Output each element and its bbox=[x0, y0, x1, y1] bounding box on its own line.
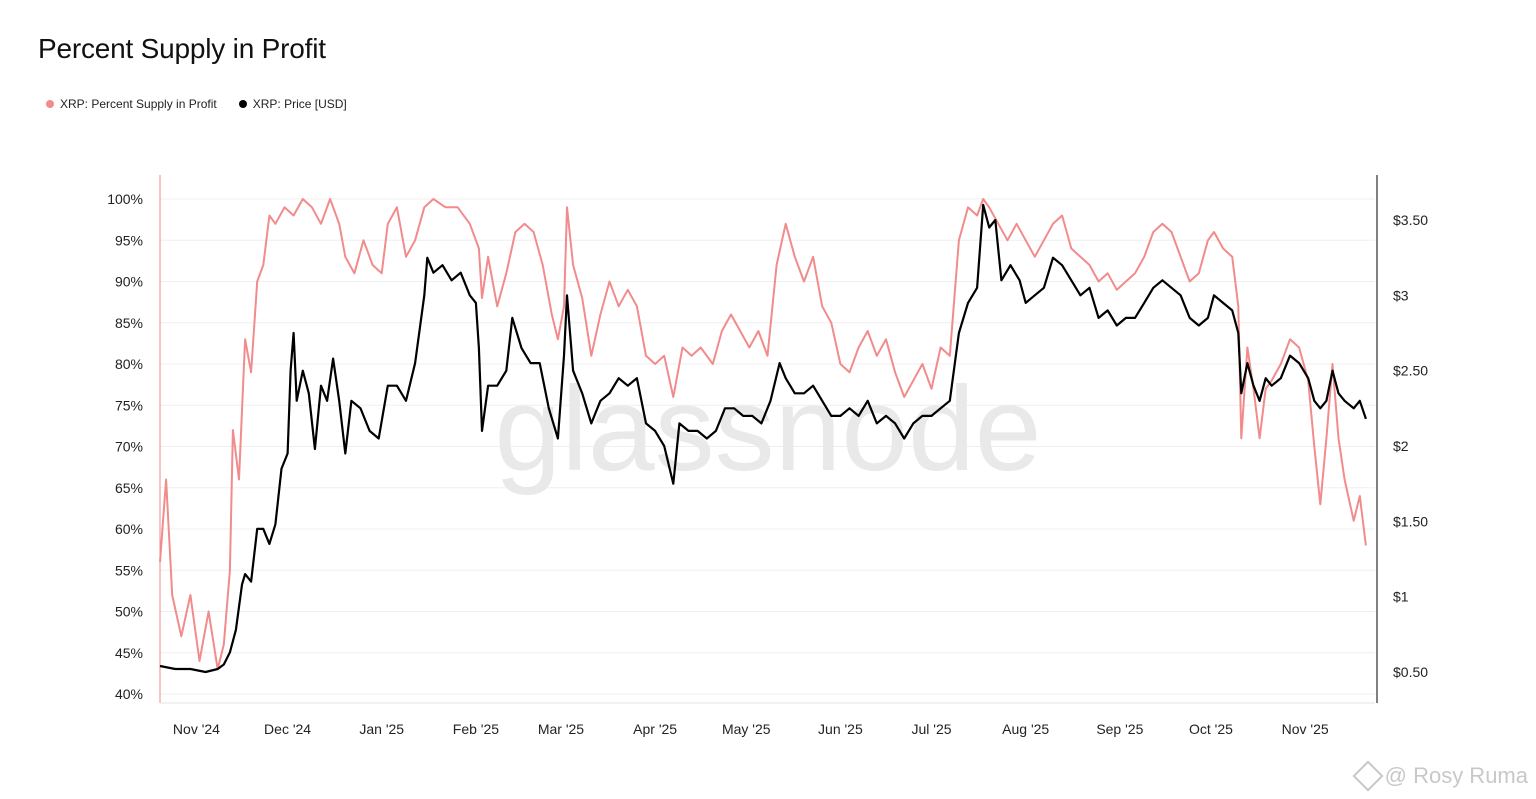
legend-label-supply: XRP: Percent Supply in Profit bbox=[60, 97, 217, 111]
legend-dot-price bbox=[238, 100, 247, 108]
y-left-tick-label: 50% bbox=[115, 604, 143, 620]
y-right-tick-label: $0.50 bbox=[1393, 664, 1428, 680]
y-left-tick-label: 65% bbox=[115, 480, 143, 496]
x-tick-label: Feb '25 bbox=[453, 721, 499, 737]
series-line-price bbox=[159, 203, 1367, 674]
x-tick-label: Nov '24 bbox=[173, 721, 220, 737]
binance-logo-icon bbox=[1352, 760, 1384, 792]
y-left-tick-label: 90% bbox=[115, 274, 143, 290]
x-tick-label: Dec '24 bbox=[264, 721, 311, 737]
y-right-tick-label: $2.50 bbox=[1393, 363, 1428, 379]
axes bbox=[159, 175, 1378, 704]
x-tick-label: May '25 bbox=[722, 721, 771, 737]
legend-label-price: XRP: Price [USD] bbox=[252, 97, 347, 111]
x-tick-label: Aug '25 bbox=[1002, 721, 1049, 737]
y-right-tick-label: $1 bbox=[1393, 589, 1409, 605]
y-left-tick-label: 70% bbox=[115, 439, 143, 455]
watermark: glassnode bbox=[494, 362, 1041, 496]
legend: XRP: Percent Supply in Profit XRP: Price… bbox=[46, 97, 347, 111]
y-right-tick-label: $2 bbox=[1393, 438, 1409, 454]
legend-item-supply[interactable]: XRP: Percent Supply in Profit bbox=[46, 97, 217, 111]
x-tick-label: Mar '25 bbox=[538, 721, 584, 737]
y-left-tick-label: 85% bbox=[115, 315, 143, 331]
x-tick-label: Jun '25 bbox=[818, 721, 863, 737]
legend-dot-supply bbox=[46, 100, 54, 108]
series-layer bbox=[159, 198, 1367, 674]
credit-text: @ Rosy Ruma bbox=[1384, 763, 1528, 788]
y-left-tick-label: 80% bbox=[115, 356, 143, 372]
series-line-supply-in-profit bbox=[159, 198, 1367, 671]
x-tick-label: Oct '25 bbox=[1189, 721, 1233, 737]
y-left-tick-label: 60% bbox=[115, 521, 143, 537]
y-right-tick-label: $1.50 bbox=[1393, 513, 1428, 529]
chart-title: Percent Supply in Profit bbox=[38, 33, 326, 64]
y-right-tick-label: $3.50 bbox=[1393, 212, 1428, 228]
x-tick-label: Nov '25 bbox=[1282, 721, 1329, 737]
x-tick-label: Jul '25 bbox=[912, 721, 952, 737]
x-tick-label: Sep '25 bbox=[1096, 721, 1143, 737]
y-left-tick-label: 100% bbox=[107, 191, 143, 207]
y-left-tick-label: 40% bbox=[115, 686, 143, 702]
y-right-tick-label: $3 bbox=[1393, 287, 1409, 303]
x-tick-label: Jan '25 bbox=[359, 721, 404, 737]
y-left-tick-label: 55% bbox=[115, 562, 143, 578]
y-left-tick-label: 95% bbox=[115, 232, 143, 248]
credit-watermark: @ Rosy Ruma bbox=[1352, 760, 1528, 792]
legend-item-price[interactable]: XRP: Price [USD] bbox=[238, 97, 347, 111]
y-left-tick-label: 75% bbox=[115, 397, 143, 413]
tick-labels: 40% 45% 50% 55% 60% 65% 70% 75% 80% 85% 90% 95% 100%… bbox=[107, 191, 1428, 737]
y-left-tick-label: 45% bbox=[115, 645, 143, 661]
x-tick-label: Apr '25 bbox=[633, 721, 677, 737]
